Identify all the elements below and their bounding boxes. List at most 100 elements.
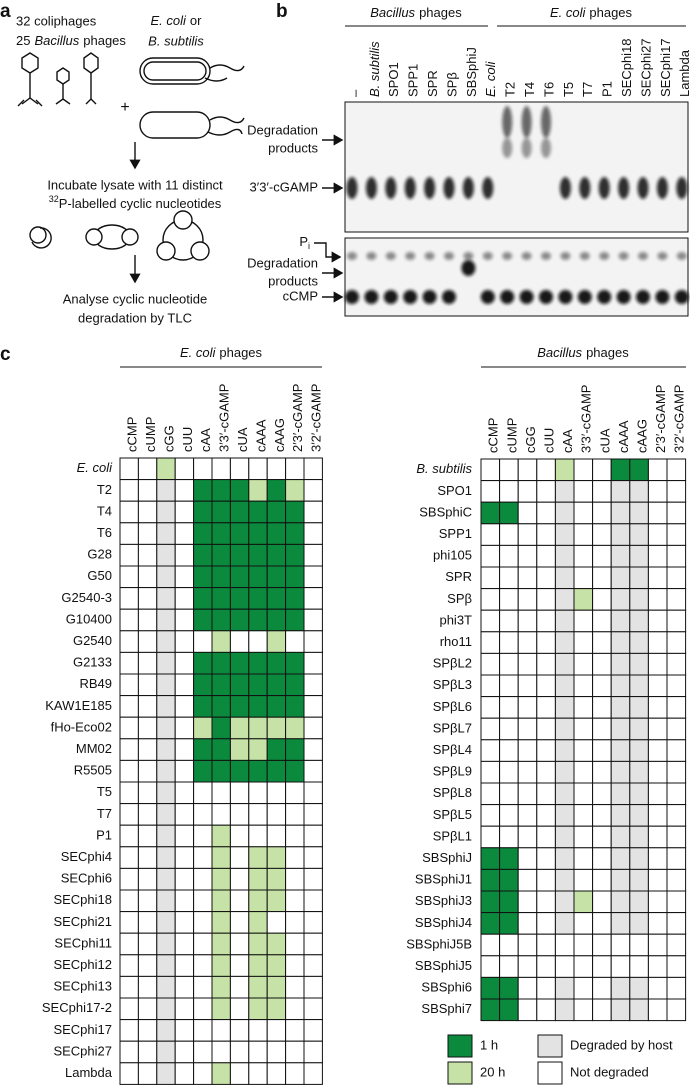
cell	[480, 976, 501, 1000]
cell	[119, 457, 139, 481]
gel-spot	[559, 177, 571, 199]
cell	[666, 501, 687, 525]
cell	[536, 609, 556, 633]
cell	[303, 565, 323, 589]
gel-spot	[676, 252, 687, 260]
cell	[266, 889, 287, 913]
cell	[610, 609, 631, 633]
text-part: E. coli	[550, 5, 587, 20]
cell	[303, 695, 323, 718]
cell	[285, 457, 305, 481]
cell	[629, 717, 649, 741]
cell	[592, 566, 612, 590]
legend-label: Degraded by host	[570, 1037, 673, 1052]
cell	[137, 522, 158, 545]
cell	[629, 566, 649, 590]
cell	[610, 566, 631, 590]
cell	[554, 955, 575, 978]
cell	[499, 998, 519, 1022]
cell	[229, 1019, 250, 1042]
phage-icons	[17, 52, 99, 107]
cell	[266, 932, 287, 956]
cell	[536, 955, 556, 978]
gel-spot	[383, 290, 398, 304]
cell	[266, 630, 287, 653]
cell	[610, 501, 631, 525]
cell	[174, 911, 195, 934]
cell	[285, 997, 305, 1021]
gel-label: Pi	[299, 234, 310, 251]
cell	[119, 1019, 139, 1042]
cell	[554, 868, 575, 892]
cell	[156, 781, 176, 805]
cell	[517, 847, 538, 870]
cell	[666, 609, 687, 633]
cell	[285, 565, 305, 589]
cell	[156, 543, 176, 567]
column-label: cUA	[235, 427, 250, 452]
cell	[480, 523, 501, 546]
cell	[499, 544, 519, 568]
cell	[174, 846, 195, 869]
cell	[229, 587, 250, 610]
cell	[610, 523, 631, 546]
cell	[248, 824, 268, 848]
gel-spot	[502, 106, 513, 138]
cell	[229, 716, 250, 740]
cell	[248, 716, 268, 740]
row-label: SECphi13	[53, 979, 112, 994]
gel-spot	[637, 177, 649, 199]
cell	[229, 932, 250, 956]
cell	[156, 673, 176, 697]
cell	[156, 803, 176, 826]
cell	[211, 479, 231, 502]
cell	[554, 717, 575, 741]
cell	[554, 976, 575, 1000]
gel-label: 3′3′-cGAMP	[250, 179, 318, 194]
cell	[211, 954, 231, 977]
cell	[629, 609, 649, 633]
cell	[480, 804, 501, 827]
cell	[647, 523, 668, 546]
cell	[480, 868, 501, 892]
cell	[137, 673, 158, 697]
cell	[266, 911, 287, 934]
cell	[303, 954, 323, 977]
column-label: cUU	[542, 428, 557, 453]
cell	[573, 847, 594, 870]
cell	[285, 479, 305, 502]
cell	[480, 760, 501, 784]
cell	[517, 652, 538, 676]
cell	[517, 631, 538, 654]
cell	[573, 674, 594, 698]
gel-spot	[482, 177, 494, 199]
row-label: SPβL8	[433, 785, 472, 800]
heatmap-title: Bacillus phages	[537, 345, 629, 360]
cell	[266, 522, 287, 545]
cell	[536, 760, 556, 784]
cell	[137, 975, 158, 999]
cell	[303, 1062, 323, 1085]
cell	[266, 587, 287, 610]
cell	[229, 695, 250, 718]
cell	[666, 912, 687, 935]
cell	[666, 631, 687, 654]
cell	[193, 781, 213, 805]
cell	[647, 566, 668, 590]
cell	[554, 804, 575, 827]
cell	[193, 479, 213, 502]
cell	[303, 889, 323, 913]
cell	[499, 523, 519, 546]
cell	[554, 825, 575, 849]
cell	[647, 458, 668, 482]
cell	[554, 760, 575, 784]
cell	[536, 890, 556, 914]
cell	[266, 824, 287, 848]
legend-label: Not degraded	[570, 1064, 649, 1079]
cell	[193, 975, 213, 999]
gel-spot	[597, 290, 612, 304]
cell	[193, 543, 213, 567]
group-label: Bacillus phages	[370, 5, 462, 20]
cell	[592, 523, 612, 546]
cell	[647, 825, 668, 849]
